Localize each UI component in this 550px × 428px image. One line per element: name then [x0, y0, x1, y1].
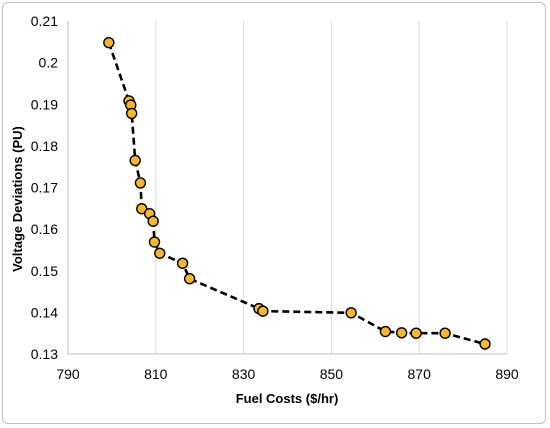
data-point — [410, 327, 422, 339]
y-tick-label: 0.18 — [31, 138, 58, 154]
data-point — [257, 305, 269, 317]
y-tick-label: 0.15 — [31, 263, 58, 279]
y-tick-label: 0.2 — [39, 55, 59, 71]
y-tick-labels: 0.13 0.14 0.15 0.16 0.17 0.18 0.19 0.2 0.21 — [31, 13, 58, 362]
x-tick-label: 810 — [144, 366, 168, 382]
y-tick-label: 0.16 — [31, 221, 58, 237]
y-axis-label: Voltage Deviations (PU) — [10, 126, 25, 272]
y-tick-label: 0.14 — [31, 304, 58, 320]
y-tick-label: 0.19 — [31, 96, 58, 112]
axes — [67, 21, 507, 355]
x-tick-label: 830 — [232, 366, 256, 382]
y-tick-label: 0.13 — [31, 346, 58, 362]
data-point — [136, 203, 148, 215]
x-tick-label: 850 — [320, 366, 344, 382]
series-line — [107, 42, 486, 346]
data-point — [379, 325, 392, 338]
data-point — [176, 257, 189, 269]
data-point — [154, 247, 166, 259]
x-axis-label: Fuel Costs ($/hr) — [236, 391, 339, 406]
data-point — [148, 236, 161, 248]
data-point — [125, 107, 138, 120]
x-tick-label: 790 — [56, 366, 80, 382]
data-point — [183, 272, 196, 285]
data-point — [147, 215, 159, 227]
data-point — [395, 327, 408, 339]
data-point — [134, 177, 147, 189]
x-tick-label: 890 — [495, 366, 519, 382]
data-point — [129, 154, 141, 167]
data-point — [103, 36, 115, 49]
x-tick-labels: 790 810 830 850 870 890 — [56, 366, 519, 382]
y-tick-label: 0.17 — [31, 180, 58, 196]
data-series — [103, 36, 491, 350]
data-point — [345, 307, 357, 319]
x-tick-label: 870 — [408, 366, 432, 382]
gridlines — [155, 21, 508, 354]
data-point — [479, 338, 491, 350]
data-point — [439, 327, 451, 339]
y-tick-label: 0.21 — [31, 13, 58, 29]
